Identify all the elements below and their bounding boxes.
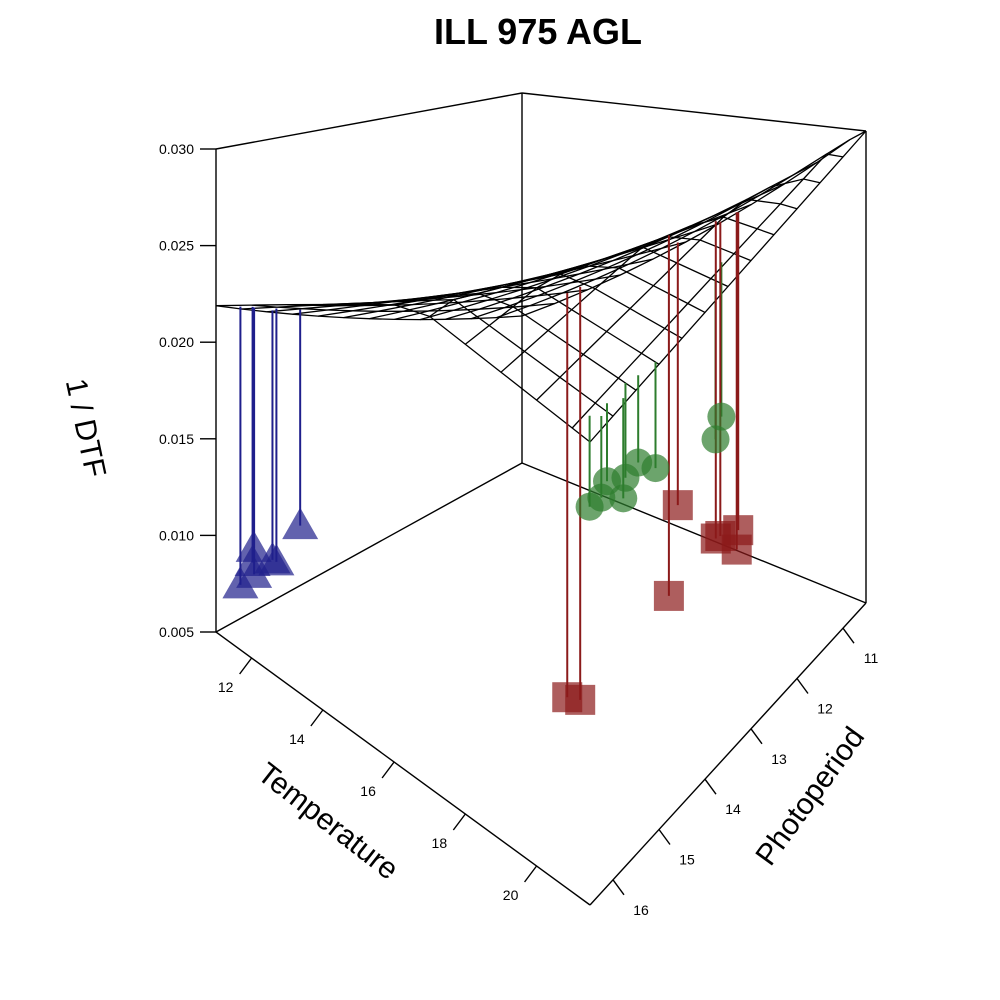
chart-title: ILL 975 AGL [434, 11, 642, 52]
x-tick-label: 20 [503, 887, 519, 903]
fitted-surface-mesh [215, 130, 867, 443]
surface-grid-line [536, 161, 818, 401]
x-tick-label: 18 [432, 835, 448, 851]
z-tick-label: 0.020 [159, 334, 194, 350]
circle-marker [707, 402, 736, 431]
box-edge [215, 631, 591, 906]
z-tick-label: 0.015 [159, 431, 194, 447]
y-tick [658, 829, 671, 845]
y-tick-label: 14 [725, 801, 741, 817]
circle-marker [609, 484, 638, 513]
surface-grid-line [470, 178, 821, 320]
surface-grid-line [394, 235, 752, 321]
z-tick-label: 0.030 [159, 141, 194, 157]
box-back-edges [215, 92, 867, 906]
square-marker [565, 684, 596, 715]
x-tick-label: 12 [218, 679, 234, 695]
box-edge [215, 92, 523, 150]
x-axis-label: Temperature [251, 757, 404, 887]
z-tick-label: 0.010 [159, 527, 194, 543]
y-tick-label: 16 [633, 902, 649, 918]
surface-grid-line [419, 216, 775, 321]
data-points [222, 402, 754, 715]
box-edge [589, 602, 867, 906]
surface-grid-line [358, 258, 654, 306]
surface-grid-line [215, 305, 523, 321]
y-tick-label: 15 [679, 852, 695, 868]
circle-marker [575, 492, 604, 521]
x-tick [452, 813, 466, 831]
triangle-marker [282, 507, 319, 540]
triangle-marker [254, 541, 291, 574]
y-axis-label: Photoperiod [749, 721, 871, 871]
z-tick-label: 0.025 [159, 238, 194, 254]
surface-grid-line [500, 183, 785, 373]
square-marker [662, 490, 693, 521]
surface-grid-line [589, 130, 867, 443]
axis-ticks: 0.005 0.010 0.015 0.020 0.025 0.030 12 14 16 18 20… [159, 141, 879, 918]
x-tick-label: 14 [289, 731, 305, 747]
surface-grid-line [429, 223, 719, 317]
surface-grid-line [251, 302, 555, 312]
y-tick [842, 627, 855, 644]
y-tick-label: 11 [864, 650, 879, 666]
box-edge [215, 462, 523, 633]
circle-marker [701, 425, 730, 454]
y-tick-label: 13 [771, 751, 787, 767]
surface-grid-line [317, 273, 683, 339]
triangle-marker [222, 566, 259, 599]
surface-grid-line [445, 198, 798, 320]
point-stems [239, 212, 740, 700]
y-tick [750, 728, 763, 745]
x-tick [524, 865, 538, 883]
x-tick [381, 761, 395, 779]
box-edge [521, 462, 867, 604]
triangle-marker [235, 530, 272, 562]
y-tick [796, 678, 809, 694]
y-tick [612, 879, 625, 896]
x-tick-label: 16 [360, 783, 376, 799]
square-marker [700, 523, 731, 554]
box-edge [521, 92, 867, 132]
surface-grid-line [343, 265, 706, 319]
surface-grid-line [464, 203, 752, 345]
z-axis-label: 1 / DTF [59, 376, 112, 481]
x-tick [310, 709, 324, 727]
y-tick [704, 778, 717, 795]
surface-grid-line [287, 289, 588, 307]
z-tick-label: 0.005 [159, 624, 194, 640]
y-tick-label: 12 [817, 701, 833, 717]
surface-grid-line [368, 246, 729, 320]
x-tick [239, 657, 253, 675]
circle-marker [641, 454, 670, 483]
square-marker [653, 580, 684, 611]
surface-grid-line [571, 139, 850, 429]
